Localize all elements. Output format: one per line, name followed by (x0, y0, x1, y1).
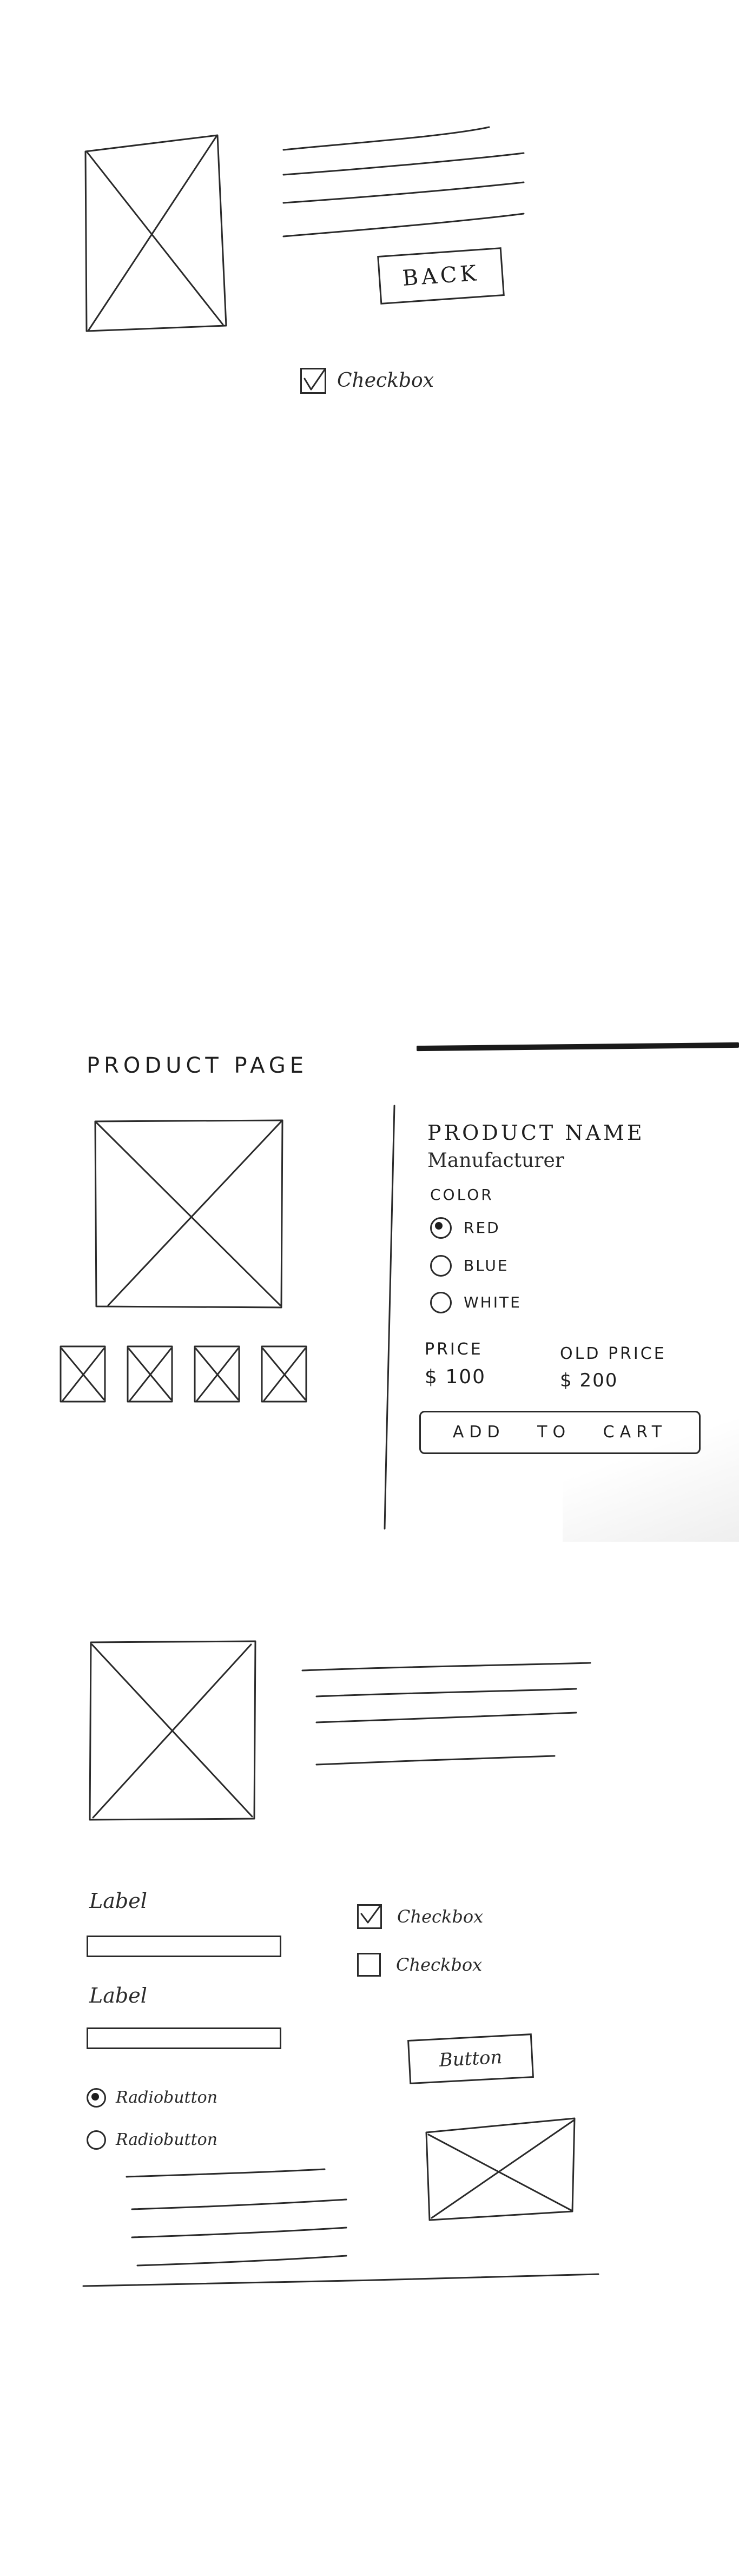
product-name: PRODUCT NAME (427, 1121, 645, 1145)
price-value: $ 100 (425, 1366, 486, 1388)
radio-blue[interactable] (430, 1255, 452, 1277)
color-option-label: BLUE (464, 1257, 509, 1274)
checkbox-row-1[interactable]: Checkbox (357, 1904, 483, 1929)
page-title: PRODUCT PAGE (87, 1053, 308, 1078)
color-option-blue[interactable]: BLUE (430, 1255, 509, 1277)
checkbox-checked[interactable] (300, 368, 326, 394)
image-placeholder-small (425, 2117, 576, 2221)
check-icon (360, 1905, 381, 1924)
price-heading: PRICE (425, 1340, 483, 1359)
checkbox-row-2[interactable]: Checkbox (357, 1953, 482, 1977)
back-button-label: BACK (401, 261, 480, 291)
radio-row-1[interactable]: Radiobutton (87, 2088, 217, 2108)
old-price-heading: OLD PRICE (560, 1344, 667, 1363)
manufacturer: Manufacturer (427, 1150, 565, 1172)
checkbox-row[interactable]: Checkbox (300, 368, 434, 394)
generic-button[interactable]: Button (407, 2033, 534, 2084)
text-input-1[interactable] (87, 1936, 281, 1957)
color-option-label: WHITE (464, 1293, 522, 1311)
footer-rule (82, 2273, 599, 2287)
add-to-cart-button[interactable]: ADD TO CART (419, 1411, 701, 1454)
checkbox-unchecked[interactable] (357, 1953, 381, 1977)
checkbox-checked[interactable] (357, 1904, 382, 1929)
old-price-value: $ 200 (560, 1370, 618, 1391)
field-label-2: Label (89, 1984, 147, 2007)
color-heading: COLOR (430, 1186, 494, 1204)
text-lines-placeholder (301, 1662, 591, 1766)
radio-red[interactable] (430, 1217, 452, 1239)
text-lines-placeholder (282, 126, 525, 237)
text-input-2[interactable] (87, 2027, 281, 2049)
check-icon (303, 368, 326, 391)
column-divider (384, 1105, 395, 1530)
thumbnail-4[interactable] (260, 1344, 308, 1404)
sketch-product-page: PRODUCT PAGE PRODUCT NAME Manu (0, 1001, 739, 1542)
checkbox-label: Checkbox (397, 1906, 484, 1927)
radio-selected[interactable] (87, 2088, 106, 2108)
paper-edge-shadow (563, 1325, 739, 1542)
add-to-cart-label: ADD TO CART (452, 1423, 668, 1442)
radio-unselected[interactable] (87, 2130, 106, 2150)
thumbnail-3[interactable] (193, 1344, 241, 1404)
paper-top-edge (416, 1042, 739, 1052)
sketch-detail-view: BACK Checkbox (0, 0, 739, 487)
thumbnail-2[interactable] (126, 1344, 174, 1404)
field-label-1: Label (89, 1889, 147, 1913)
thumbnail-row (58, 1344, 308, 1404)
back-button[interactable]: BACK (377, 247, 505, 305)
radio-white[interactable] (430, 1292, 452, 1313)
radio-label: Radiobutton (116, 2088, 218, 2107)
image-placeholder (84, 134, 227, 332)
button-label: Button (438, 2046, 503, 2072)
radio-row-2[interactable]: Radiobutton (87, 2130, 217, 2150)
radio-label: Radiobutton (116, 2130, 218, 2149)
text-lines-placeholder-small (126, 2168, 347, 2267)
image-placeholder (89, 1640, 256, 1821)
product-image-placeholder (94, 1119, 283, 1309)
color-option-white[interactable]: WHITE (430, 1292, 522, 1313)
checkbox-label: Checkbox (337, 369, 434, 392)
sketch-form-view: Label Label Checkbox Checkbox Button Rad… (0, 1623, 739, 2380)
color-option-label: RED (464, 1219, 500, 1237)
thumbnail-1[interactable] (58, 1344, 107, 1404)
color-option-red[interactable]: RED (430, 1217, 500, 1239)
checkbox-label: Checkbox (396, 1954, 483, 1975)
